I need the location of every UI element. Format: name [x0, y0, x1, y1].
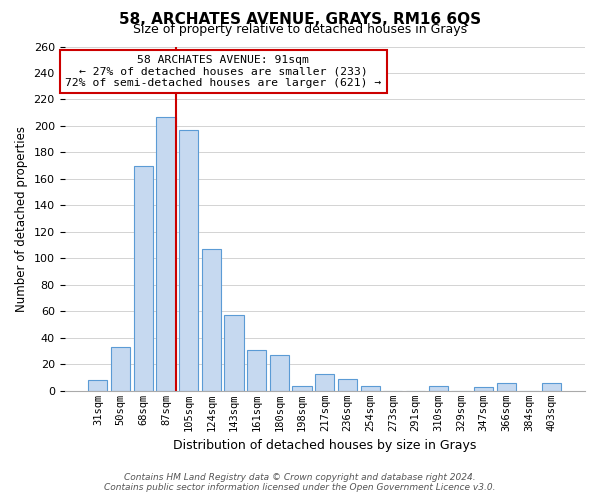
- Text: Contains HM Land Registry data © Crown copyright and database right 2024.
Contai: Contains HM Land Registry data © Crown c…: [104, 473, 496, 492]
- Bar: [292, 386, 312, 391]
- Bar: [179, 130, 198, 391]
- Bar: [338, 379, 357, 391]
- X-axis label: Distribution of detached houses by size in Grays: Distribution of detached houses by size …: [173, 440, 476, 452]
- Bar: [315, 374, 334, 391]
- Text: Size of property relative to detached houses in Grays: Size of property relative to detached ho…: [133, 22, 467, 36]
- Bar: [134, 166, 153, 391]
- Bar: [224, 316, 244, 391]
- Bar: [428, 386, 448, 391]
- Bar: [202, 249, 221, 391]
- Bar: [88, 380, 107, 391]
- Bar: [270, 355, 289, 391]
- Y-axis label: Number of detached properties: Number of detached properties: [15, 126, 28, 312]
- Bar: [247, 350, 266, 391]
- Bar: [474, 387, 493, 391]
- Text: 58 ARCHATES AVENUE: 91sqm
← 27% of detached houses are smaller (233)
72% of semi: 58 ARCHATES AVENUE: 91sqm ← 27% of detac…: [65, 55, 382, 88]
- Bar: [156, 116, 176, 391]
- Bar: [361, 386, 380, 391]
- Text: 58, ARCHATES AVENUE, GRAYS, RM16 6QS: 58, ARCHATES AVENUE, GRAYS, RM16 6QS: [119, 12, 481, 28]
- Bar: [497, 383, 516, 391]
- Bar: [542, 383, 562, 391]
- Bar: [111, 347, 130, 391]
